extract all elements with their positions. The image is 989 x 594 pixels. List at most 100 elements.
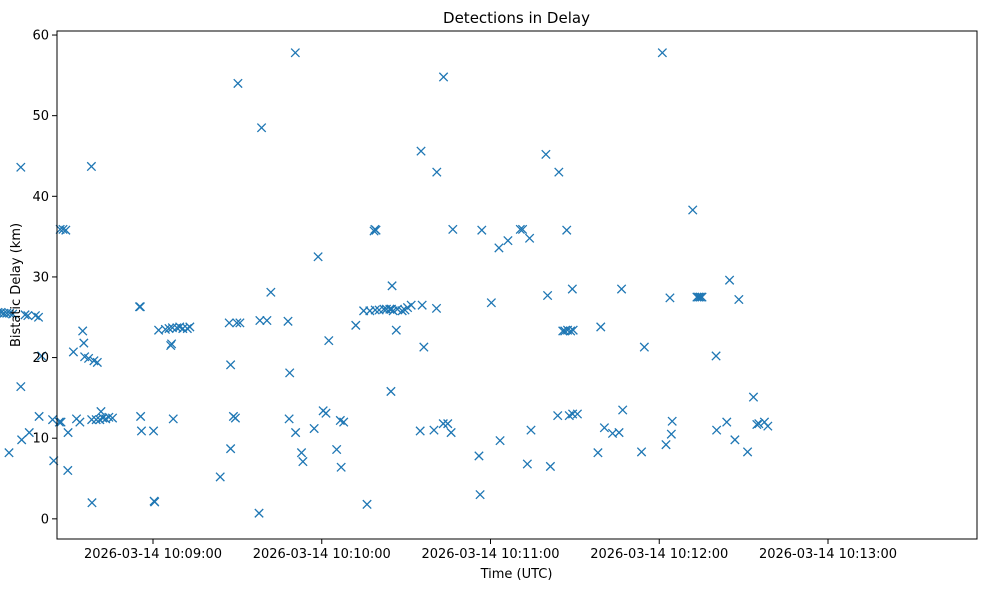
marker-stroke xyxy=(593,448,603,458)
marker-stroke xyxy=(524,233,535,243)
marker-stroke xyxy=(4,308,15,318)
data-point-marker xyxy=(545,461,556,472)
plot-area xyxy=(0,48,773,518)
marker-stroke xyxy=(515,224,525,235)
data-point-marker xyxy=(417,300,427,310)
y-tick-label: 0 xyxy=(41,512,49,527)
data-point-marker xyxy=(639,342,650,352)
data-point-marker xyxy=(486,298,497,308)
data-point-marker xyxy=(554,167,564,177)
marker-stroke xyxy=(763,421,773,431)
marker-stroke xyxy=(562,225,572,235)
marker-stroke xyxy=(296,448,307,458)
marker-stroke xyxy=(309,423,319,434)
marker-stroke xyxy=(107,413,118,423)
data-point-marker xyxy=(593,448,603,458)
marker-stroke xyxy=(16,162,26,172)
data-point-marker xyxy=(351,320,361,330)
data-point-marker xyxy=(697,292,707,302)
data-point-marker xyxy=(711,351,721,361)
data-point-marker xyxy=(711,425,722,435)
marker-stroke xyxy=(87,498,97,508)
data-point-marker xyxy=(693,292,704,302)
marker-stroke xyxy=(636,447,647,457)
marker-stroke xyxy=(58,224,68,235)
data-point-marker xyxy=(331,444,342,455)
data-point-marker xyxy=(33,312,44,322)
marker-stroke xyxy=(16,381,26,392)
marker-stroke xyxy=(477,225,487,235)
marker-stroke xyxy=(494,243,504,253)
data-point-marker xyxy=(474,451,484,461)
data-point-marker xyxy=(298,456,308,467)
data-point-marker xyxy=(754,419,764,429)
marker-stroke xyxy=(256,123,267,133)
marker-stroke xyxy=(331,444,342,455)
marker-stroke xyxy=(730,435,740,445)
marker-stroke xyxy=(748,392,759,402)
data-point-marker xyxy=(296,448,307,458)
y-tick-label: 60 xyxy=(32,29,49,44)
marker-stroke xyxy=(657,48,668,58)
axes-frame xyxy=(56,30,978,540)
data-point-marker xyxy=(431,303,442,314)
marker-stroke xyxy=(20,310,30,320)
data-point-marker xyxy=(285,368,295,378)
marker-stroke xyxy=(614,427,624,438)
marker-stroke xyxy=(545,461,556,472)
marker-stroke xyxy=(24,427,34,438)
data-point-marker xyxy=(517,224,528,235)
marker-stroke xyxy=(167,323,178,333)
data-point-marker xyxy=(416,146,426,156)
marker-stroke xyxy=(567,284,578,294)
marker-stroke xyxy=(596,322,606,332)
data-point-marker xyxy=(63,465,73,476)
data-point-marker xyxy=(290,48,300,58)
marker-stroke xyxy=(75,417,85,427)
marker-stroke xyxy=(495,435,505,446)
marker-stroke xyxy=(754,419,764,429)
marker-stroke xyxy=(235,318,245,328)
data-point-marker xyxy=(24,427,34,438)
marker-stroke xyxy=(752,419,762,430)
data-point-marker xyxy=(397,306,407,316)
x-tick-label: 2026-03-14 10:12:00 xyxy=(590,547,728,562)
marker-stroke xyxy=(185,322,195,332)
marker-stroke xyxy=(432,167,442,177)
data-point-marker xyxy=(87,498,97,508)
y-tick-label: 30 xyxy=(32,270,49,285)
data-point-marker xyxy=(83,353,94,364)
marker-stroke xyxy=(78,326,88,336)
data-point-marker xyxy=(255,315,265,326)
data-point-marker xyxy=(36,351,47,361)
marker-stroke xyxy=(56,417,66,427)
y-tick-label: 40 xyxy=(32,190,49,205)
data-point-marker xyxy=(136,426,147,436)
marker-stroke xyxy=(724,275,735,285)
marker-stroke xyxy=(417,300,427,310)
marker-stroke xyxy=(335,415,345,426)
marker-stroke xyxy=(150,497,160,507)
data-point-marker xyxy=(75,417,85,427)
data-point-marker xyxy=(254,508,264,518)
data-point-marker xyxy=(34,411,44,422)
marker-stroke xyxy=(661,439,671,450)
data-point-marker xyxy=(391,325,401,335)
marker-stroke xyxy=(225,360,236,370)
marker-stroke xyxy=(324,335,334,346)
data-point-marker xyxy=(688,205,698,215)
data-point-marker xyxy=(362,499,372,509)
marker-stroke xyxy=(415,426,425,436)
data-point-marker xyxy=(61,225,71,235)
marker-stroke xyxy=(166,339,177,349)
data-point-marker xyxy=(667,416,677,426)
data-point-marker xyxy=(63,427,73,438)
marker-stroke xyxy=(91,415,101,425)
y-axis-label: Bistatic Delay (km) xyxy=(9,223,24,347)
data-point-marker xyxy=(438,419,448,429)
marker-stroke xyxy=(215,472,225,482)
marker-stroke xyxy=(7,309,18,319)
marker-stroke xyxy=(233,78,243,89)
data-point-marker xyxy=(734,294,744,305)
marker-stroke xyxy=(153,325,164,335)
